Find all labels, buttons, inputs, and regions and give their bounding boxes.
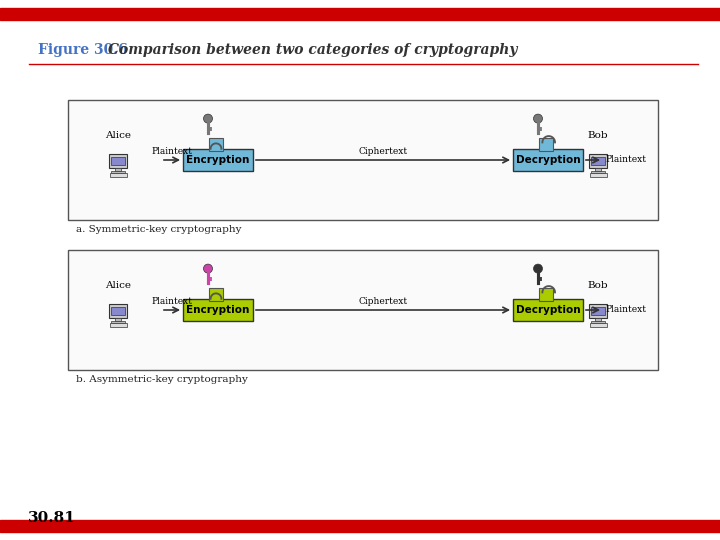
Bar (68, 250, 658, 370)
Text: Encryption: Encryption (186, 305, 250, 315)
Text: Figure 30.6: Figure 30.6 (38, 43, 127, 57)
Circle shape (204, 264, 212, 273)
Bar (111, 321, 125, 323)
Bar (590, 323, 606, 327)
Text: Bob: Bob (588, 281, 608, 290)
Text: Plaintext: Plaintext (605, 156, 646, 165)
Text: Decryption: Decryption (516, 305, 580, 315)
Circle shape (534, 114, 542, 123)
Text: a. Symmetric-key cryptography: a. Symmetric-key cryptography (76, 225, 241, 234)
Bar (539, 138, 553, 151)
FancyBboxPatch shape (513, 299, 583, 321)
Bar (68, 100, 658, 220)
Text: Encryption: Encryption (186, 155, 250, 165)
Bar (589, 154, 608, 168)
Circle shape (204, 114, 212, 123)
Bar (591, 307, 605, 315)
Text: 30.81: 30.81 (28, 511, 76, 525)
Bar (111, 157, 125, 165)
Text: Comparison between two categories of cryptography: Comparison between two categories of cry… (108, 43, 518, 57)
FancyBboxPatch shape (183, 149, 253, 171)
Bar (0, 520, 720, 532)
Bar (115, 318, 120, 321)
FancyBboxPatch shape (513, 149, 583, 171)
Text: Ciphertext: Ciphertext (359, 147, 408, 156)
Bar (209, 138, 223, 151)
Bar (591, 157, 605, 165)
Text: Plaintext: Plaintext (151, 297, 192, 306)
Text: Bob: Bob (588, 131, 608, 140)
Text: Plaintext: Plaintext (605, 306, 646, 314)
Text: Alice: Alice (105, 281, 131, 290)
Bar (589, 305, 608, 318)
Text: Decryption: Decryption (516, 155, 580, 165)
Text: Plaintext: Plaintext (151, 147, 192, 156)
Bar (115, 168, 120, 171)
Bar (209, 288, 223, 301)
Bar (595, 168, 600, 171)
Bar (109, 154, 127, 168)
Text: Alice: Alice (105, 131, 131, 140)
Bar (109, 305, 127, 318)
Bar (591, 321, 605, 323)
Bar (111, 171, 125, 173)
Bar (111, 307, 125, 315)
FancyBboxPatch shape (183, 299, 253, 321)
Text: Ciphertext: Ciphertext (359, 297, 408, 306)
Text: b. Asymmetric-key cryptography: b. Asymmetric-key cryptography (76, 375, 248, 384)
Bar (595, 318, 600, 321)
Bar (591, 171, 605, 173)
Bar (0, 8, 720, 20)
Bar (539, 288, 553, 301)
Circle shape (534, 264, 542, 273)
Bar (590, 173, 606, 177)
Bar (109, 173, 127, 177)
Bar (109, 323, 127, 327)
